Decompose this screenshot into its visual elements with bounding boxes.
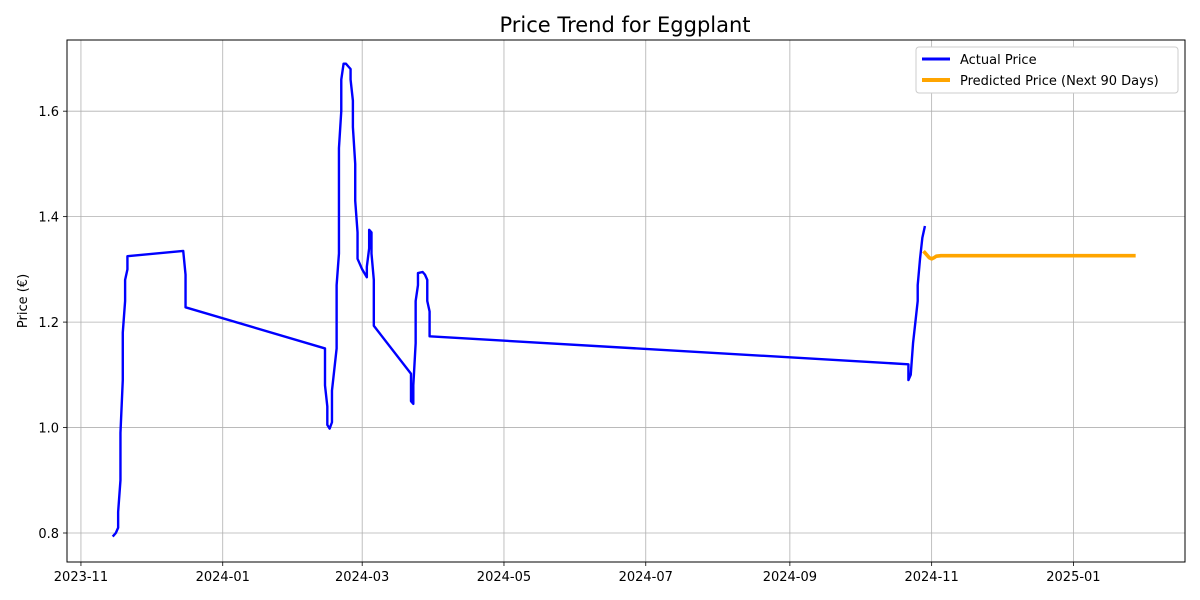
chart-title: Price Trend for Eggplant — [499, 13, 750, 37]
y-tick-label: 0.8 — [38, 527, 59, 542]
y-axis-label: Price (€) — [16, 274, 31, 328]
legend-label-actual-price: Actual Price — [960, 53, 1037, 68]
x-tick-label: 2024-05 — [477, 570, 531, 585]
x-tick-label: 2024-07 — [619, 570, 673, 585]
legend-label-predicted-price: Predicted Price (Next 90 Days) — [960, 74, 1159, 89]
x-tick-label: 2024-03 — [335, 570, 389, 585]
x-tick-label: 2025-01 — [1046, 570, 1100, 585]
x-tick-label: 2023-11 — [54, 570, 108, 585]
predicted-price-line — [922, 249, 1136, 261]
y-tick-label: 1.6 — [38, 105, 59, 120]
x-tick-label: 2024-09 — [763, 570, 817, 585]
x-tick-label: 2024-11 — [904, 570, 958, 585]
x-tick-label: 2024-01 — [196, 570, 250, 585]
actual-price-line — [111, 62, 927, 538]
y-tick-label: 1.2 — [38, 316, 59, 331]
chart-grid — [67, 40, 1185, 562]
chart-series — [111, 62, 1136, 538]
chart-ticks: 2023-11 2024-01 2024-03 2024-05 2024-07 2024-… — [38, 105, 1100, 585]
legend-box — [915, 46, 1179, 94]
chart-legend: Actual Price Predicted Price (Next 90 Da… — [915, 46, 1179, 94]
plot-frame — [66, 39, 1186, 563]
y-tick-label: 1.4 — [38, 211, 59, 226]
y-tick-label: 1.0 — [38, 422, 59, 437]
